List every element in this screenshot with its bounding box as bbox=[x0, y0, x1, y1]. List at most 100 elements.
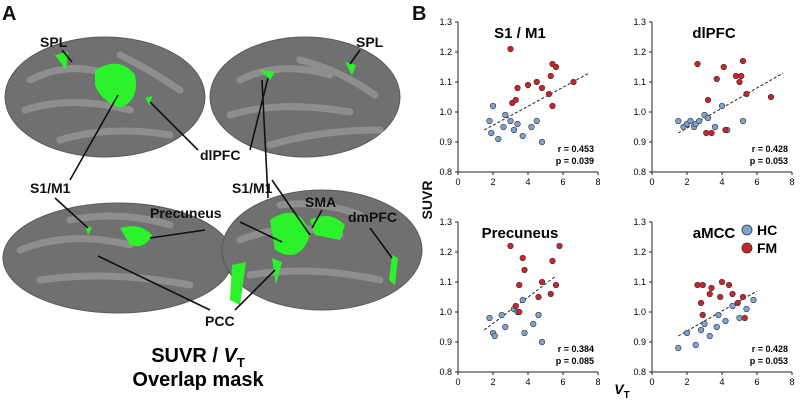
x-tick-label: 6 bbox=[560, 177, 565, 187]
region-label: SPL bbox=[40, 34, 68, 50]
y-axis-label: SUVR bbox=[419, 181, 435, 220]
point bbox=[519, 296, 526, 304]
point bbox=[734, 299, 741, 307]
point bbox=[699, 281, 706, 289]
y-tick-label: 1.3 bbox=[439, 17, 452, 27]
stat-annotation: p = 0.085 bbox=[556, 356, 594, 366]
y-tick-label: 1.1 bbox=[633, 277, 646, 287]
point bbox=[512, 302, 519, 310]
y-tick-label: 0.8 bbox=[439, 167, 452, 177]
point bbox=[697, 326, 705, 334]
point bbox=[535, 311, 542, 319]
y-tick-label: 1.3 bbox=[633, 217, 646, 227]
point bbox=[538, 84, 546, 92]
point bbox=[718, 102, 726, 110]
point bbox=[750, 296, 757, 304]
point bbox=[713, 75, 720, 83]
x-tick-label: 2 bbox=[490, 177, 495, 187]
y-tick-label: 1.0 bbox=[633, 307, 646, 317]
point bbox=[549, 102, 556, 110]
brain-surfaces bbox=[2, 36, 423, 314]
point bbox=[502, 111, 509, 119]
x-tick-label: 8 bbox=[595, 377, 600, 387]
legend-marker bbox=[741, 224, 753, 236]
point bbox=[706, 332, 713, 340]
point bbox=[516, 308, 523, 316]
y-tick-label: 1.0 bbox=[439, 107, 452, 117]
point bbox=[732, 72, 740, 80]
x-tick-label: 2 bbox=[490, 377, 495, 387]
point bbox=[552, 281, 560, 289]
y-tick-label: 0.8 bbox=[633, 167, 646, 177]
x-tick-label: 6 bbox=[754, 177, 759, 187]
x-tick-label: 0 bbox=[649, 177, 654, 187]
x-tick-label: 4 bbox=[719, 377, 724, 387]
x-tick-label: 0 bbox=[649, 377, 654, 387]
stat-annotation: r = 0.453 bbox=[558, 144, 594, 154]
point bbox=[547, 72, 554, 80]
point bbox=[736, 314, 743, 322]
point bbox=[703, 129, 710, 137]
stat-annotation: r = 0.428 bbox=[752, 144, 788, 154]
y-tick-label: 1.2 bbox=[633, 47, 646, 57]
x-tick-label: 4 bbox=[719, 177, 724, 187]
point bbox=[533, 78, 540, 86]
point bbox=[507, 45, 514, 53]
point bbox=[704, 96, 712, 104]
point bbox=[743, 90, 750, 98]
point bbox=[697, 299, 705, 307]
region-label: Precuneus bbox=[150, 205, 222, 221]
point bbox=[743, 305, 750, 313]
caption: SUVR / VT bbox=[151, 345, 245, 370]
point bbox=[729, 290, 736, 298]
point bbox=[722, 126, 729, 134]
point bbox=[547, 290, 554, 298]
point bbox=[521, 329, 528, 337]
point bbox=[556, 242, 563, 250]
point bbox=[729, 302, 736, 310]
point bbox=[708, 284, 715, 292]
label-pointers bbox=[54, 49, 393, 311]
stat-annotation: r = 0.384 bbox=[558, 344, 594, 354]
y-tick-label: 0.9 bbox=[633, 337, 646, 347]
point bbox=[739, 117, 747, 125]
point bbox=[736, 78, 743, 86]
stat-annotation: r = 0.428 bbox=[752, 344, 788, 354]
region-label: PCC bbox=[205, 313, 235, 329]
point bbox=[524, 81, 532, 89]
panel-label: A bbox=[2, 3, 16, 25]
point bbox=[495, 135, 502, 143]
point bbox=[701, 320, 708, 328]
point bbox=[519, 254, 526, 262]
point bbox=[715, 311, 722, 319]
region-label: dmPFC bbox=[348, 209, 397, 225]
region-label: S1/M1 bbox=[30, 180, 71, 196]
point bbox=[519, 132, 526, 140]
point bbox=[738, 72, 745, 80]
point bbox=[533, 117, 540, 125]
stat-annotation: p = 0.039 bbox=[556, 156, 594, 166]
chart-title: dlPFC bbox=[692, 25, 735, 42]
region-label: SPL bbox=[356, 34, 384, 50]
point bbox=[699, 311, 706, 319]
y-tick-label: 1.0 bbox=[633, 107, 646, 117]
region-label: S1/M1 bbox=[232, 180, 273, 196]
x-tick-label: 6 bbox=[560, 377, 565, 387]
point bbox=[718, 278, 726, 286]
x-tick-label: 8 bbox=[595, 177, 600, 187]
x-tick-label: 4 bbox=[525, 377, 530, 387]
point bbox=[722, 317, 729, 325]
y-tick-label: 1.2 bbox=[439, 247, 452, 257]
point bbox=[739, 293, 747, 301]
panel-label: B bbox=[412, 3, 426, 25]
point bbox=[694, 60, 701, 68]
point bbox=[538, 138, 546, 146]
x-tick-label: 0 bbox=[455, 177, 460, 187]
y-tick-label: 1.3 bbox=[633, 17, 646, 27]
point bbox=[683, 329, 691, 337]
point bbox=[713, 323, 720, 331]
point bbox=[711, 123, 719, 131]
point bbox=[696, 117, 703, 125]
y-tick-label: 0.8 bbox=[439, 367, 452, 377]
